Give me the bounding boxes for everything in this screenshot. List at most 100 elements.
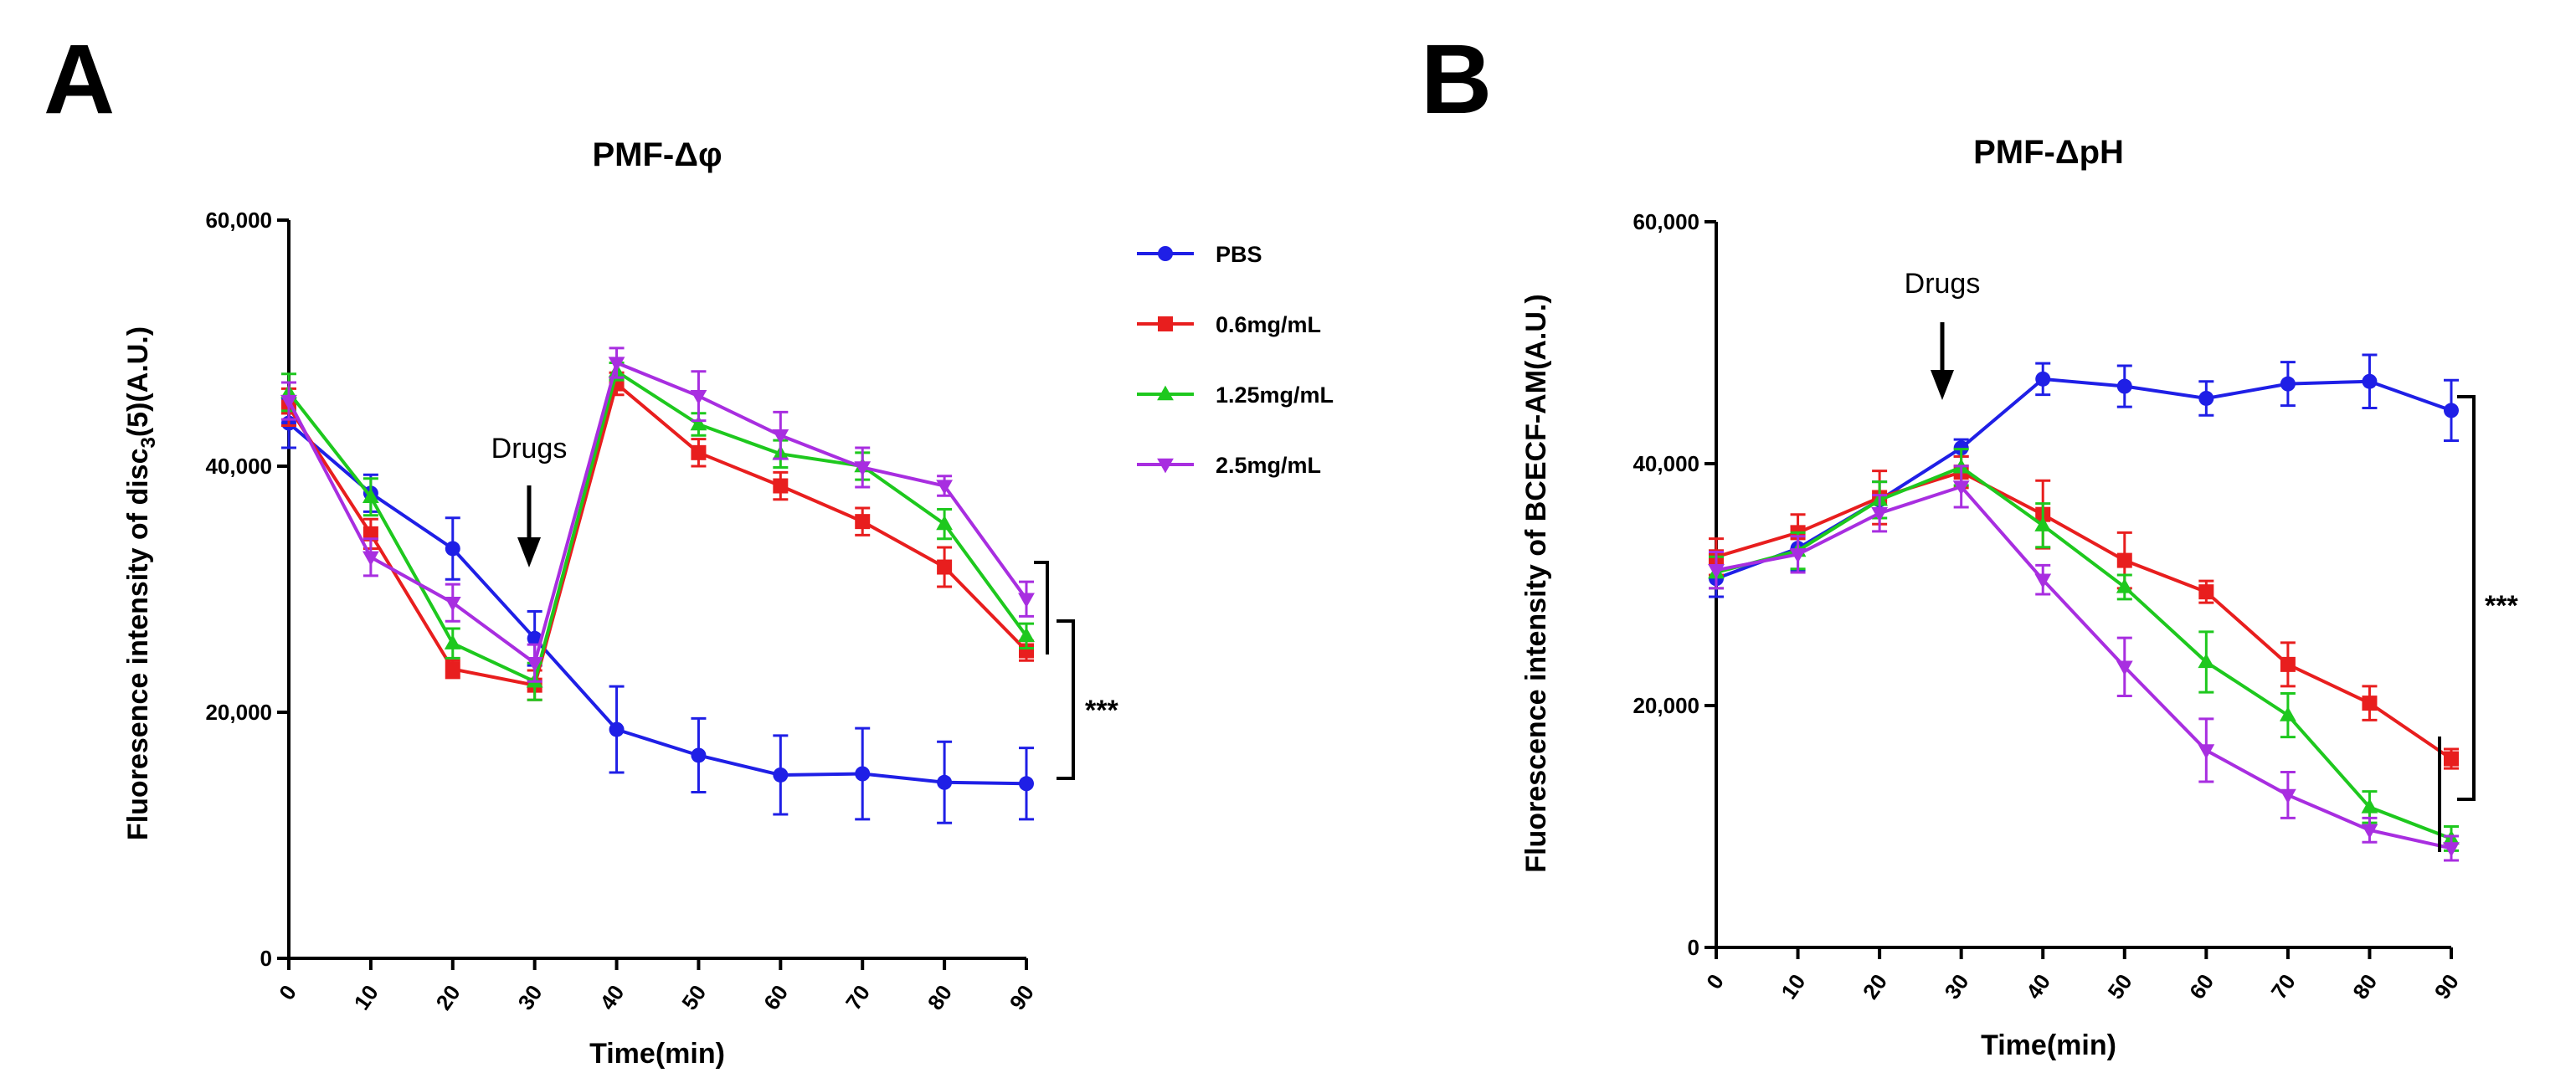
y-axis-label-b: Fluorescence intensity of BCECF-AM(A.U.) <box>1520 294 1552 872</box>
axes-a: 0 20,000 40,000 60,000 0 10 20 30 40 50 60 70 80 90 <box>205 208 1038 1014</box>
series-line-2-5mg-ml-a <box>287 360 1028 666</box>
x-tick-label-a: 30 <box>512 980 547 1014</box>
x-tick-label-b: 30 <box>1939 969 1973 1004</box>
significance-label-b: *** <box>2485 590 2518 622</box>
y-tick-label-a: 60,000 <box>205 208 272 233</box>
series-line-1-25mg-ml-a <box>287 368 1028 685</box>
data-point-1-25mg-ml-b <box>2279 706 2296 721</box>
significance-bracket-a <box>1034 561 1075 780</box>
x-tick-label-a: 90 <box>1005 980 1039 1014</box>
data-point-0-6mg-ml-a <box>445 661 460 677</box>
data-point-2-5mg-ml-a <box>280 394 297 410</box>
panel-letter-b: B <box>1421 24 1492 135</box>
x-tick-label-a: 80 <box>923 980 957 1014</box>
data-point-1-25mg-ml-b <box>2198 653 2215 669</box>
data-point-1-25mg-ml-a <box>444 634 461 649</box>
data-point-pbs-b <box>2362 373 2378 389</box>
x-tick-label-b: 90 <box>2429 969 2464 1004</box>
data-point-2-5mg-ml-a <box>526 657 543 672</box>
y-axis-label-a-prefix: Fluoresence intensity of disc <box>122 449 154 841</box>
panel-a: A PMF-Δφ Time(min) Fluoresence intensity… <box>44 24 1334 1070</box>
legend-label-pbs: PBS <box>1216 242 1262 267</box>
significance-label-a: *** <box>1085 695 1118 726</box>
x-tick-label-a: 20 <box>431 980 465 1014</box>
data-point-pbs-b <box>2444 403 2459 418</box>
legend-marker-0-6mg-ml <box>1158 316 1173 331</box>
series-0-6mg-ml-b <box>1709 454 2459 770</box>
series-pbs-b <box>1709 353 2459 598</box>
data-point-0-6mg-ml-b <box>2280 656 2296 672</box>
drugs-label-a: Drugs <box>491 433 568 465</box>
data-point-1-25mg-ml-a <box>690 415 707 431</box>
y-tick-label-a: 20,000 <box>205 700 272 725</box>
panel-letter-a: A <box>44 24 115 135</box>
data-point-0-6mg-ml-a <box>855 514 871 530</box>
significance-bracket-b <box>2438 395 2476 852</box>
x-tick-label-b: 10 <box>1776 969 1810 1004</box>
axes-b: 0 20,000 40,000 60,000 0 10 20 30 40 50 60 70 80 90 <box>1632 209 2463 1004</box>
data-point-pbs-b <box>2035 371 2051 387</box>
series-group-b <box>1708 353 2460 862</box>
y-axis-label-a: Fluoresence intensity of disc3(5)(A.U.) <box>122 326 160 840</box>
data-point-0-6mg-ml-a <box>937 559 953 575</box>
y-tick-label-b: 40,000 <box>1632 451 1699 476</box>
x-tick-label-b: 80 <box>2347 969 2382 1004</box>
y-tick-label-a: 40,000 <box>205 454 272 479</box>
x-axis-label-b: Time(min) <box>1981 1029 2116 1061</box>
data-point-2-5mg-ml-a <box>936 480 954 495</box>
legend-label-1-25mg-ml: 1.25mg/mL <box>1216 382 1334 408</box>
panel-b: B PMF-ΔpH Time(min) Fluorescence intensi… <box>1421 24 2518 1061</box>
legend-marker-1-25mg-ml <box>1157 385 1174 401</box>
chart-title-b: PMF-ΔpH <box>1973 134 2124 171</box>
x-tick-label-b: 50 <box>2103 969 2137 1004</box>
chart-title-a: PMF-Δφ <box>592 136 722 173</box>
legend-entry-2-5mg-ml: 2.5mg/mL <box>1137 453 1321 478</box>
series-group-a <box>280 346 1035 824</box>
data-point-1-25mg-ml-a <box>936 515 954 531</box>
data-point-pbs-b <box>2198 390 2214 406</box>
data-point-0-6mg-ml-a <box>1019 643 1034 659</box>
data-point-2-5mg-ml-b <box>2361 824 2378 839</box>
drugs-arrow-a <box>517 485 541 567</box>
data-point-2-5mg-ml-b <box>1952 480 1970 495</box>
data-point-2-5mg-ml-a <box>772 429 789 444</box>
y-tick-label-b: 0 <box>1688 935 1699 960</box>
data-point-2-5mg-ml-a <box>1018 593 1035 608</box>
data-point-1-25mg-ml-b <box>2116 578 2133 593</box>
series-line-0-6mg-ml-b <box>1715 470 2453 761</box>
series-line-pbs-a <box>287 422 1027 786</box>
data-point-pbs-a <box>445 541 460 557</box>
x-tick-label-a: 0 <box>274 980 301 1004</box>
data-point-0-6mg-ml-b <box>2362 696 2378 711</box>
x-tick-label-a: 10 <box>349 980 383 1014</box>
series-1-25mg-ml-a <box>280 362 1035 701</box>
x-tick-label-a: 60 <box>758 980 793 1014</box>
series-line-0-6mg-ml-a <box>287 380 1028 688</box>
x-tick-label-a: 50 <box>676 980 711 1014</box>
x-axis-label-a: Time(min) <box>589 1038 725 1070</box>
legend: PBS 0.6mg/mL 1.25mg/mL 2.5mg/mL <box>1137 242 1334 478</box>
y-axis-label-a-suffix: (5)(A.U.) <box>122 326 154 437</box>
series-line-pbs-b <box>1715 377 2452 581</box>
data-point-pbs-b <box>2280 376 2296 392</box>
data-point-pbs-a <box>773 767 789 783</box>
x-tick-label-b: 60 <box>2184 969 2219 1004</box>
y-tick-label-b: 20,000 <box>1632 693 1699 718</box>
data-point-pbs-a <box>937 774 953 790</box>
data-point-2-5mg-ml-b <box>1789 548 1807 563</box>
series-2-5mg-ml-a <box>280 346 1035 683</box>
data-point-0-6mg-ml-b <box>2444 751 2459 767</box>
x-tick-label-b: 20 <box>1858 969 1892 1004</box>
legend-entry-0-6mg-ml: 0.6mg/mL <box>1137 312 1321 337</box>
x-tick-label-a: 70 <box>841 980 875 1014</box>
data-point-2-5mg-ml-a <box>444 596 461 612</box>
y-axis-label-a-subscript: 3 <box>137 437 160 448</box>
data-point-1-25mg-ml-a <box>362 488 379 503</box>
data-point-2-5mg-ml-b <box>2279 788 2296 804</box>
x-tick-label-b: 70 <box>2266 969 2301 1004</box>
data-point-pbs-a <box>609 721 625 737</box>
y-tick-label-b: 60,000 <box>1632 209 1699 234</box>
data-point-2-5mg-ml-b <box>1871 507 1889 522</box>
data-point-0-6mg-ml-b <box>2198 584 2214 600</box>
